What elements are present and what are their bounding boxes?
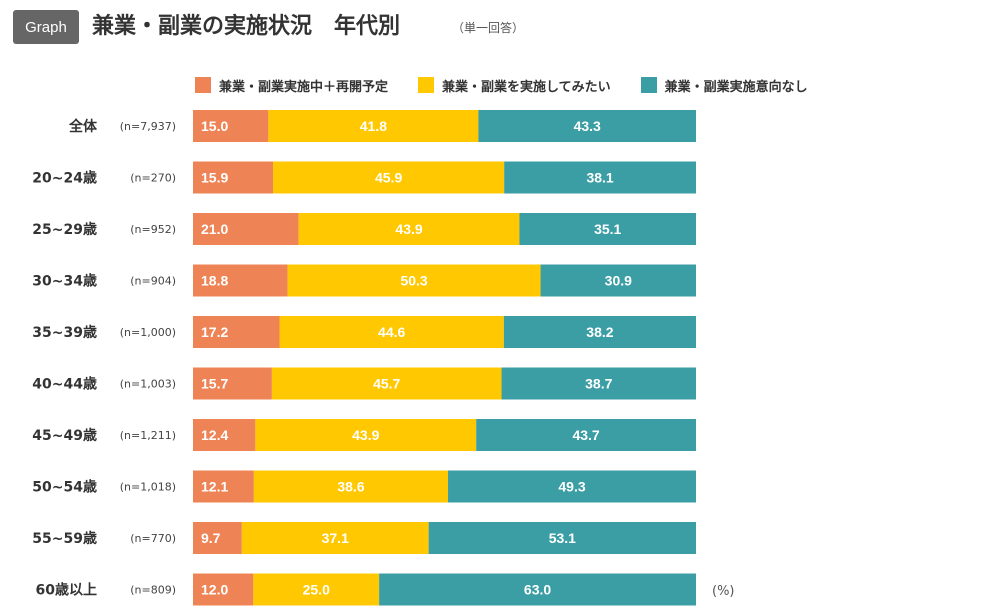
bar-segment-want <box>271 367 502 400</box>
bar-segment-want <box>255 419 477 451</box>
bar-segment-none <box>478 110 696 142</box>
bar-segment-none <box>379 573 696 606</box>
bar-segment-none <box>504 161 696 194</box>
value-label-none: 49.3 <box>558 479 585 495</box>
category-label: 40~44歳 <box>32 376 97 393</box>
chart-subtitle: （単一回答） <box>452 21 525 35</box>
category-label: 55~59歳 <box>32 530 97 547</box>
bar-segment-active <box>193 213 299 245</box>
value-label-want: 44.6 <box>378 324 405 340</box>
bar-segment-active <box>193 110 269 142</box>
value-label-want: 25.0 <box>303 582 330 598</box>
category-label: 50~54歳 <box>32 479 97 496</box>
chart-title: 兼業・副業の実施状況 年代別 <box>92 14 401 39</box>
value-label-want: 37.1 <box>322 530 349 546</box>
legend-label-want: 兼業・副業を実施してみたい <box>442 79 611 95</box>
value-label-active: 15.0 <box>201 118 228 134</box>
category-label: 30~34歳 <box>32 273 97 290</box>
category-label: 45~49歳 <box>32 427 97 444</box>
bar-segment-active <box>193 316 280 348</box>
bar-segment-want <box>298 213 520 245</box>
bar-segment-none <box>501 367 696 400</box>
bar-segment-none <box>428 522 696 554</box>
legend-swatch-active <box>195 77 211 93</box>
legend-item-active: 兼業・副業実施中＋再開予定 <box>195 76 388 95</box>
value-label-active: 15.7 <box>201 376 228 392</box>
bar-segment-none <box>476 419 696 451</box>
value-label-want: 38.6 <box>337 479 364 495</box>
bar-segment-want <box>253 470 449 503</box>
category-label: 60歳以上 <box>36 582 97 599</box>
value-label-active: 12.1 <box>201 479 228 495</box>
legend-item-want: 兼業・副業を実施してみたい <box>418 76 611 95</box>
sample-size-label: (n=7,937) <box>120 120 176 133</box>
sample-size-label: (n=1,000) <box>120 326 176 339</box>
value-label-none: 43.7 <box>572 427 599 443</box>
bar-segment-active <box>193 264 288 297</box>
bar-segment-none <box>503 316 696 348</box>
bar-segment-want <box>253 573 380 606</box>
value-label-active: 15.9 <box>201 170 228 186</box>
value-label-active: 12.4 <box>201 427 228 443</box>
bar-segment-active <box>193 470 254 503</box>
value-label-none: 53.1 <box>549 530 576 546</box>
value-label-want: 43.9 <box>395 221 422 237</box>
value-label-none: 30.9 <box>605 273 632 289</box>
bar-segment-active <box>193 419 256 451</box>
value-label-none: 38.1 <box>586 170 613 186</box>
value-label-none: 38.2 <box>586 324 613 340</box>
value-label-active: 12.0 <box>201 582 228 598</box>
value-label-none: 35.1 <box>594 221 621 237</box>
bar-segment-none <box>519 213 696 245</box>
bar-segment-active <box>193 522 242 554</box>
sample-size-label: (n=1,211) <box>120 429 176 442</box>
bar-segment-want <box>241 522 429 554</box>
sample-size-label: (n=1,018) <box>120 481 176 494</box>
value-label-want: 45.7 <box>373 376 400 392</box>
sample-size-label: (n=270) <box>130 172 176 185</box>
category-label: 25~29歳 <box>32 221 97 238</box>
legend-label-active: 兼業・副業実施中＋再開予定 <box>219 79 389 95</box>
category-label: 全体 <box>68 118 98 135</box>
value-label-want: 41.8 <box>360 118 387 134</box>
value-label-active: 9.7 <box>201 530 221 546</box>
bar-segment-active <box>193 161 274 194</box>
value-label-active: 18.8 <box>201 273 228 289</box>
value-label-none: 38.7 <box>585 376 612 392</box>
legend: 兼業・副業実施中＋再開予定 兼業・副業を実施してみたい 兼業・副業実施意向なし <box>195 75 838 95</box>
bar-segment-want <box>268 110 479 142</box>
legend-swatch-none <box>640 77 657 93</box>
value-label-want: 45.9 <box>375 170 402 186</box>
legend-label-none: 兼業・副業実施意向なし <box>664 79 808 95</box>
sample-size-label: (n=952) <box>130 223 176 236</box>
bar-segment-want <box>279 316 504 348</box>
graph-badge: Graph <box>13 10 79 44</box>
bar-segment-none <box>540 264 696 297</box>
sample-size-label: (n=904) <box>130 275 176 288</box>
value-label-active: 17.2 <box>201 324 228 340</box>
value-label-none: 63.0 <box>524 582 551 598</box>
sample-size-label: (n=770) <box>130 532 176 545</box>
category-label: 20~24歳 <box>32 170 97 187</box>
legend-swatch-want <box>418 77 435 93</box>
sample-size-label: (n=809) <box>130 584 176 597</box>
bar-segment-none <box>448 470 696 503</box>
value-label-none: 43.3 <box>574 118 601 134</box>
bar-segment-want <box>273 161 505 194</box>
unit-label: (%) <box>712 584 735 599</box>
legend-item-none: 兼業・副業実施意向なし <box>640 76 808 95</box>
bar-segment-want <box>287 264 541 297</box>
value-label-want: 43.9 <box>352 427 379 443</box>
bar-segment-active <box>193 367 272 400</box>
value-label-want: 50.3 <box>400 273 427 289</box>
value-label-active: 21.0 <box>201 221 228 237</box>
category-label: 35~39歳 <box>32 324 97 341</box>
sample-size-label: (n=1,003) <box>120 378 176 391</box>
bar-segment-active <box>193 573 254 606</box>
